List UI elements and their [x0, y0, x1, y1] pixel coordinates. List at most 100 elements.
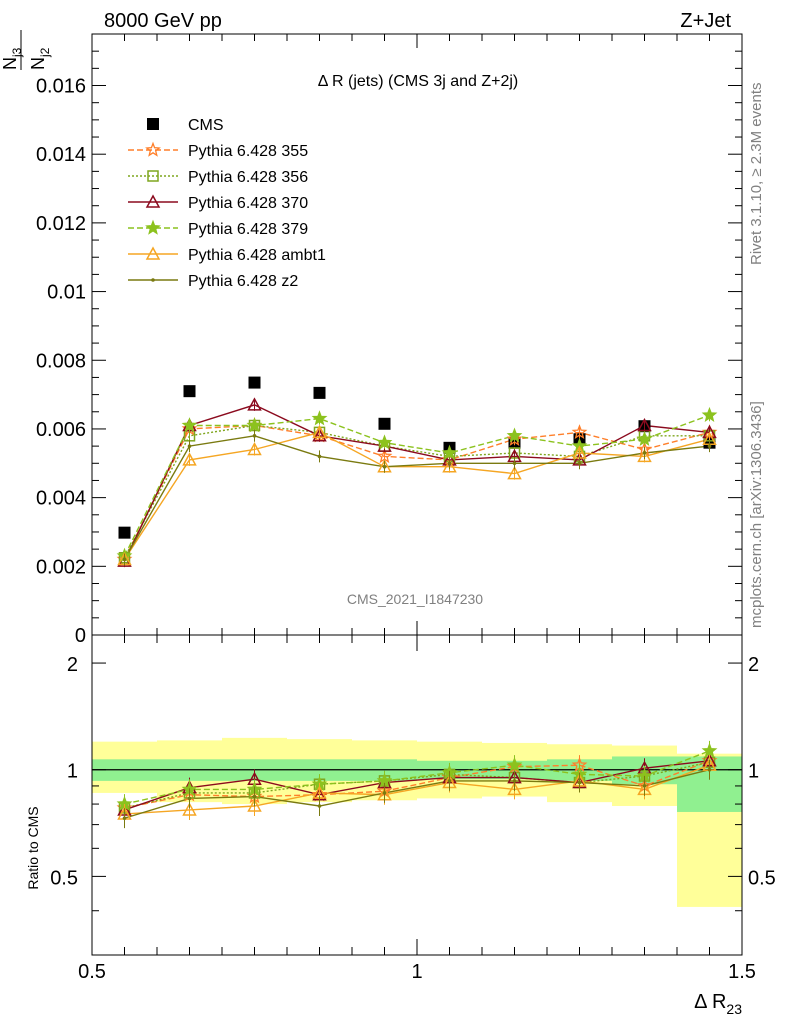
legend-marker-p370	[145, 194, 161, 208]
ratio-point-ambt1	[247, 798, 262, 812]
mcplots-label: mcplots.cern.ch [arXiv:1306.3436]	[748, 401, 765, 628]
legend-marker-p379	[145, 219, 161, 235]
ratio-line-ambt1	[124, 764, 710, 815]
data-point-p379	[376, 434, 393, 450]
ratio-line-p379	[124, 750, 710, 805]
data-point-ambt1	[507, 466, 522, 480]
legend-label-z2: Pythia 6.428 z2	[188, 273, 298, 290]
data-point-cms	[378, 417, 391, 430]
legend-label-p370: Pythia 6.428 370	[188, 195, 308, 212]
legend-label-p355: Pythia 6.428 355	[188, 143, 308, 160]
legend: CMS Pythia 6.428 355 Pythia 6.428 356 Pythi…	[128, 117, 326, 290]
legend-label-p356: Pythia 6.428 356	[188, 169, 308, 186]
main-y-tick-label: 0	[75, 625, 86, 647]
data-point-p370	[312, 428, 327, 442]
x-tick-label: 0.5	[78, 961, 106, 983]
data-point-cms	[313, 386, 326, 399]
data-point-cms	[183, 385, 196, 398]
ratio-point-z2	[317, 804, 322, 808]
data-point-z2	[187, 444, 192, 448]
main-y-tick-label: 0.01	[47, 282, 86, 304]
data-point-cms	[248, 376, 261, 389]
data-point-p379	[636, 430, 653, 446]
ratio-y-axis-label: Ratio to CMS	[25, 806, 41, 889]
data-point-p379	[311, 410, 328, 426]
ratio-y-tick-label-right: 2	[748, 654, 759, 676]
ylabel-denominator: Nj2	[28, 47, 52, 70]
ratio-point-z2	[577, 780, 582, 785]
legend-marker-p356	[147, 170, 159, 182]
data-point-z2	[577, 461, 582, 466]
watermark: CMS_2021_I1847230	[347, 591, 483, 607]
x-tick-label: 1	[411, 961, 422, 983]
rivet-label: Rivet 3.1.10, ≥ 2.3M events	[748, 83, 765, 266]
ratio-point-ambt1	[182, 802, 197, 816]
data-point-p355	[506, 430, 523, 446]
main-y-tick-label: 0.004	[36, 488, 86, 510]
main-y-axis-label: Nj3 Nj2	[0, 30, 52, 70]
data-point-ambt1	[637, 448, 652, 463]
data-point-cms	[118, 526, 131, 539]
ylabel-numerator: Nj3	[0, 47, 24, 70]
ratio-point-z2	[252, 794, 257, 799]
data-point-ambt1	[247, 441, 262, 456]
data-point-ambt1	[312, 424, 327, 439]
legend-marker-p355	[145, 141, 161, 157]
ratio-point-z2	[122, 816, 127, 820]
data-point-p379	[181, 417, 198, 433]
ratio-panel: 0.5 0.5 1 1 2 2 0.5 1 1.5 Ratio to CMS Δ R23	[25, 634, 776, 1017]
series-line-p356	[123, 424, 710, 559]
data-point-p370	[247, 397, 262, 411]
main-y-tick-label: 0.006	[36, 419, 86, 441]
ratio-y-tick-label-left: 1	[67, 761, 78, 783]
data-point-z2	[642, 451, 647, 455]
data-point-p355	[571, 424, 588, 440]
data-point-ambt1	[182, 452, 197, 466]
x-axis-label: Δ R23	[694, 991, 742, 1017]
ratio-line-z2	[124, 769, 710, 819]
ratio-point-z2	[512, 779, 517, 783]
header-right: Z+Jet	[680, 10, 731, 32]
series-line-ambt1	[123, 431, 710, 560]
legend-label-cms: CMS	[188, 117, 224, 134]
data-point-p379	[506, 427, 523, 443]
legend-marker-cms	[147, 118, 159, 130]
ratio-point-z2	[642, 784, 647, 788]
main-y-tick-label: 0.012	[36, 213, 86, 235]
legend-label-ambt1: Pythia 6.428 ambt1	[188, 247, 326, 264]
main-y-tick-label: 0.008	[36, 350, 86, 372]
legend-marker-ambt1	[145, 246, 161, 260]
chart-title: Δ R (jets) (CMS 3j and Z+2j)	[318, 73, 519, 90]
ratio-y-tick-label-right: 0.5	[748, 867, 776, 889]
data-point-z2	[252, 434, 257, 438]
x-tick-label: 1.5	[728, 961, 756, 983]
ratio-point-ambt1	[507, 781, 522, 796]
ratio-y-tick-label-right: 1	[748, 761, 759, 783]
header-left: 8000 GeV pp	[104, 10, 222, 32]
series-line-p370	[123, 404, 710, 562]
ratio-y-tick-label-left: 0.5	[50, 867, 78, 889]
data-point-z2	[382, 464, 387, 469]
main-y-tick-label: 0.014	[36, 144, 86, 166]
main-y-tick-label: 0.002	[36, 556, 86, 578]
data-point-z2	[447, 461, 452, 466]
ratio-point-p379	[506, 756, 523, 772]
data-point-p379	[441, 444, 458, 460]
data-point-z2	[122, 557, 127, 562]
ratio-point-z2	[447, 779, 452, 783]
data-point-ambt1	[442, 459, 457, 473]
data-point-p370	[637, 417, 652, 432]
legend-label-p379: Pythia 6.428 379	[188, 221, 308, 238]
main-y-tick-label: 0.016	[36, 76, 86, 98]
ratio-point-z2	[707, 767, 712, 772]
ratio-point-z2	[187, 796, 192, 801]
data-point-z2	[512, 461, 517, 466]
data-point-z2	[707, 444, 712, 448]
series-line-p355	[123, 424, 710, 560]
data-point-p379	[246, 417, 263, 433]
data-point-p379	[701, 406, 718, 422]
series-line-z2	[123, 435, 710, 560]
legend-marker-z2	[151, 278, 155, 282]
ratio-point-z2	[382, 791, 387, 795]
